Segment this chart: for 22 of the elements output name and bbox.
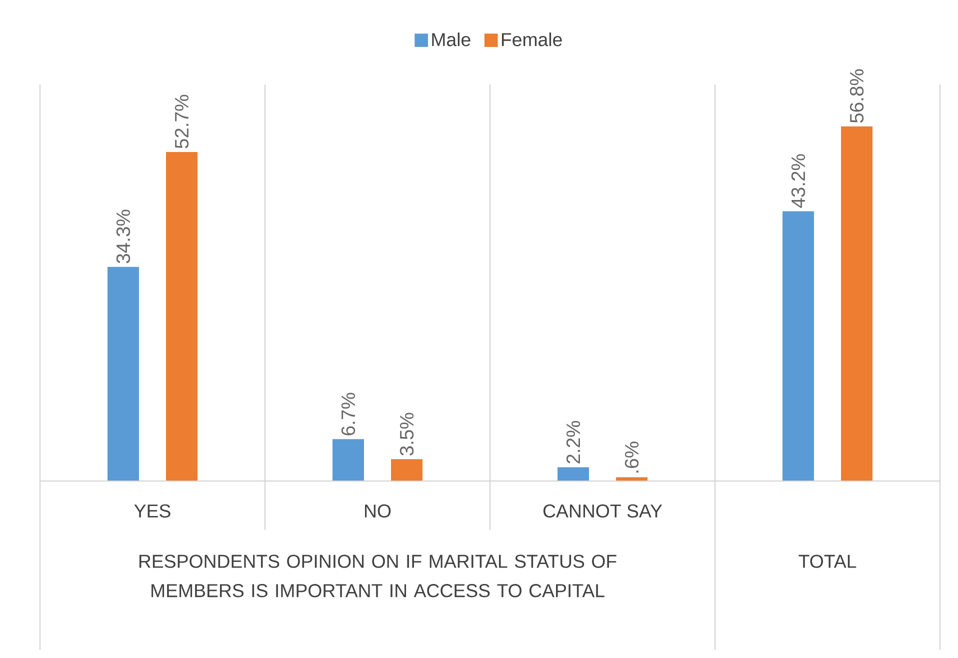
data-label: 2.2% [566, 420, 580, 464]
bar [782, 211, 814, 481]
bar [841, 126, 873, 481]
x-tick-label: YES [134, 504, 170, 518]
data-label: 6.7% [341, 392, 356, 436]
x-tick-label: CANNOT SAY [543, 504, 662, 518]
data-label: .6% [624, 442, 639, 473]
bar [391, 459, 423, 481]
legend-label: Female [502, 32, 562, 46]
bar [558, 467, 590, 481]
data-label: 34.3% [116, 210, 130, 264]
bar [166, 152, 198, 481]
data-label: 3.5% [400, 412, 414, 456]
data-label: 43.2% [791, 154, 806, 208]
bar [332, 439, 364, 481]
text: RESPONDENTS OPINION ON IF MARITAL STATUS OF MEMBERS IS IMPORTANT IN ACCESS TO CAPITAL [139, 554, 616, 598]
data-label: 56.8% [850, 69, 864, 123]
data-label: 52.7% [174, 94, 189, 148]
legend-label: Male [432, 32, 470, 46]
x-tick-label: NO [365, 504, 391, 518]
text: TOTAL [798, 554, 856, 568]
bar [108, 266, 140, 481]
